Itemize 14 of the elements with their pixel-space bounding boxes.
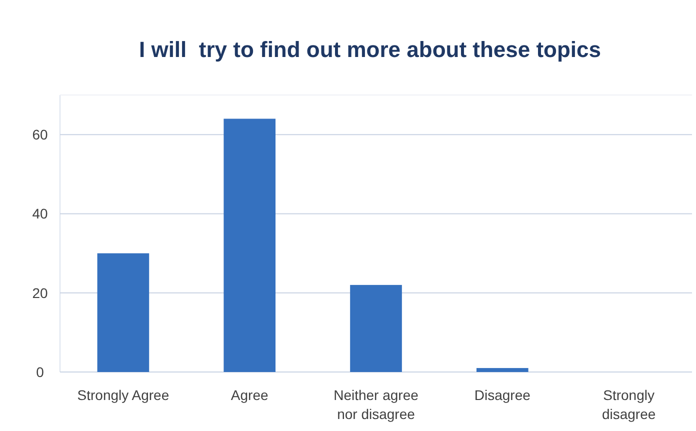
y-tick-label: 40: [32, 206, 48, 222]
x-tick-label: Disagree: [474, 387, 531, 403]
y-tick-label: 20: [32, 284, 48, 301]
y-tick-label: 60: [32, 126, 48, 142]
bar: [97, 253, 150, 372]
x-tick-label: Neither agree nor disagree: [334, 387, 419, 422]
x-tick-label: Strongly Agree: [77, 387, 170, 403]
x-tick-label: Strongly disagree: [602, 387, 656, 422]
bar: [350, 284, 402, 372]
y-tick-label: 0: [36, 364, 44, 380]
chart-title: I will try to find out more about these topics: [138, 37, 602, 62]
bar: [476, 368, 528, 372]
bar: [224, 118, 276, 372]
x-tick-label: Agree: [230, 387, 268, 403]
